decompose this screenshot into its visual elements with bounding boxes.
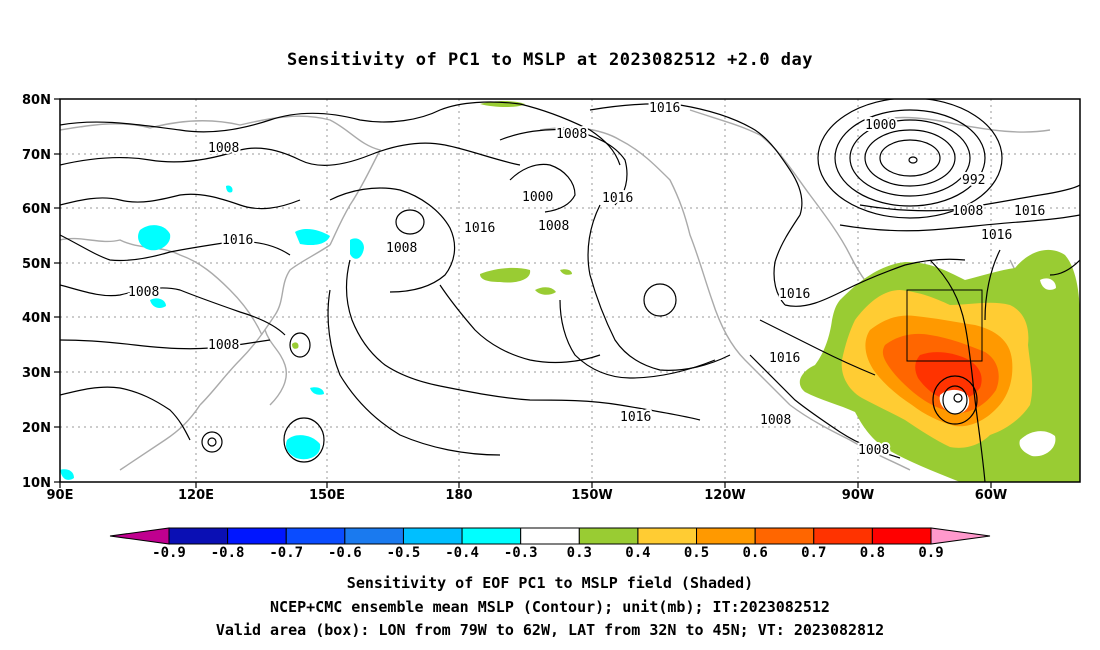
lat-label: 80N (22, 93, 51, 108)
lat-label: 60N (22, 202, 51, 217)
contour-label: 1000 (522, 190, 553, 205)
contour-label: 1008 (208, 141, 239, 156)
colorbar-label: -0.3 (504, 545, 538, 561)
lat-label: 40N (22, 311, 51, 326)
contour-label: 1000 (865, 118, 896, 133)
contour-label: 1016 (779, 287, 810, 302)
colorbar-box (344, 527, 404, 545)
lon-label: 150E (309, 488, 345, 503)
colorbar-box (813, 527, 873, 545)
colorbar-box (520, 527, 580, 545)
colorbar-over-triangle (930, 527, 991, 545)
lat-label: 70N (22, 148, 51, 163)
colorbar-label: -0.6 (328, 545, 362, 561)
contour-label: 1008 (538, 219, 569, 234)
lat-label: 50N (22, 257, 51, 272)
lon-label: 150W (571, 488, 612, 503)
contour-label: 1016 (981, 228, 1012, 243)
map-title: Sensitivity of PC1 to MSLP at 2023082512… (286, 50, 813, 70)
contour-label: 1008 (386, 241, 417, 256)
tick-marks (54, 98, 992, 488)
colorbar-box (754, 527, 815, 545)
plot-frame (59, 98, 1081, 483)
latitude-labels: 80N 70N 60N 50N 40N 30N 20N 10N (22, 93, 51, 491)
colorbar-box (578, 527, 639, 545)
colorbar-label: 0.6 (743, 545, 768, 561)
colorbar-label: 0.5 (684, 545, 709, 561)
gridlines (60, 99, 1080, 482)
lon-label: 90W (842, 488, 874, 503)
lon-label: 120E (178, 488, 214, 503)
lat-label: 30N (22, 366, 51, 381)
contour-label: 1016 (620, 410, 651, 425)
lat-label: 10N (22, 476, 51, 491)
colorbar-box (871, 527, 932, 545)
lat-label: 20N (22, 421, 51, 436)
colorbar-label: -0.8 (211, 545, 245, 561)
contour-label: 1016 (222, 233, 253, 248)
colorbar-box (696, 527, 756, 545)
colorbar-label: -0.9 (152, 545, 186, 561)
contour-label: 1008 (760, 413, 791, 428)
contour-label: 1016 (602, 191, 633, 206)
contour-label: 1008 (208, 338, 239, 353)
colorbar-label: 0.7 (801, 545, 826, 561)
colorbar-box (285, 527, 346, 545)
colorbar-boxes (168, 527, 932, 545)
colorbar-box (168, 527, 229, 545)
colorbar-label: -0.5 (387, 545, 421, 561)
colorbar-label: 0.9 (918, 545, 943, 561)
colorbar-box (402, 527, 463, 545)
colorbar-label: 0.3 (567, 545, 592, 561)
sensitivity-shading (60, 101, 1080, 482)
colorbar-label: -0.4 (445, 545, 479, 561)
colorbar-box (227, 527, 287, 545)
colorbar-labels: -0.9 -0.8 -0.7 -0.6 -0.5 -0.4 -0.3 0.3 0.4 0.5 0.6… (152, 545, 944, 561)
contour-label: 1008 (858, 443, 889, 458)
valid-area-box (906, 289, 983, 362)
caption-line-2: NCEP+CMC ensemble mean MSLP (Contour); u… (270, 598, 830, 616)
contour-label: 1008 (128, 285, 159, 300)
lon-label: 90E (47, 488, 74, 503)
contour-label: 992 (962, 173, 985, 188)
colorbar-box (637, 527, 698, 545)
contour-label: 1016 (649, 101, 680, 116)
contour-label: 1008 (952, 204, 983, 219)
colorbar-label: 0.8 (860, 545, 885, 561)
colorbar: -0.9 -0.8 -0.7 -0.6 -0.5 -0.4 -0.3 0.3 0.4 0.5 0.6… (109, 527, 991, 561)
contour-labels: 1016 1008 1000 992 1016 1008 1008 1000 1… (126, 99, 1047, 460)
contour-label: 1016 (769, 351, 800, 366)
contour-label: 1016 (1014, 204, 1045, 219)
longitude-labels: 90E 120E 150E 180 150W 120W 90W 60W (47, 488, 1008, 503)
colorbar-box (461, 527, 522, 545)
contour-label: 1016 (464, 221, 495, 236)
lon-label: 180 (445, 488, 472, 503)
caption-line-1: Sensitivity of EOF PC1 to MSLP field (Sh… (346, 574, 754, 592)
colorbar-label: -0.7 (269, 545, 303, 561)
contour-label: 1008 (556, 127, 587, 142)
lon-label: 60W (975, 488, 1007, 503)
mslp-contours (60, 99, 1080, 482)
lon-label: 120W (704, 488, 745, 503)
colorbar-under-triangle (109, 527, 170, 545)
colorbar-label: 0.4 (625, 545, 650, 561)
caption-line-3: Valid area (box): LON from 79W to 62W, L… (215, 621, 885, 639)
